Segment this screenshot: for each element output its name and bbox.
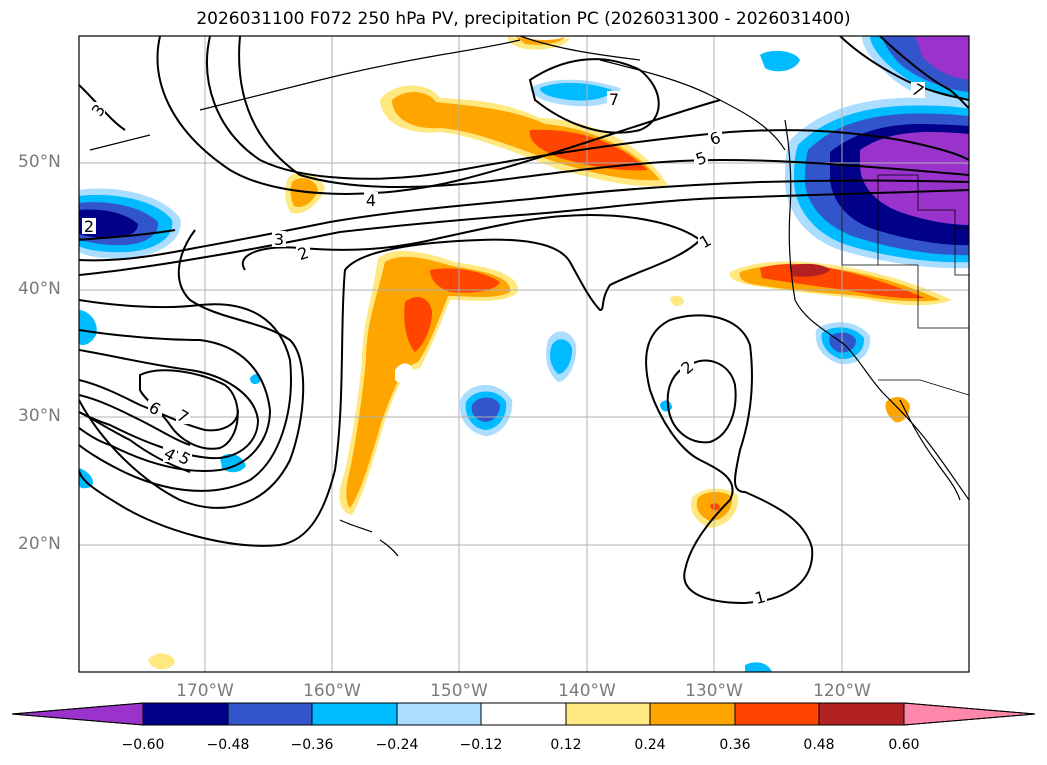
coastlines <box>89 36 969 557</box>
colorbar <box>11 702 1036 726</box>
colorbar-extend-high <box>903 702 1036 726</box>
pv-contour-labels: 3 4 3 2 1 5 6 7 7 2 1 6 7 4 5 2 <box>82 80 927 608</box>
contour-label: 3 <box>274 230 284 249</box>
colorbar-tick-label: −0.60 <box>121 737 165 753</box>
lon-label: 150°W <box>430 681 488 701</box>
contour-label: 4 <box>366 191 376 210</box>
colorbar-tick-label: 0.48 <box>803 737 835 753</box>
lat-label: 50°N <box>18 152 61 172</box>
colorbar-segment <box>311 702 398 726</box>
lat-label: 30°N <box>18 406 61 426</box>
colorbar-tick-label: −0.12 <box>459 737 503 753</box>
lon-label: 170°W <box>176 681 234 701</box>
colorbar-tick-label: 0.36 <box>719 737 751 753</box>
colorbar-segment <box>142 702 229 726</box>
contour-label: 2 <box>84 217 94 236</box>
colorbar-segment <box>734 702 820 726</box>
colorbar-extend-low <box>11 702 144 726</box>
precip-area-baja <box>885 396 910 423</box>
colorbar-segment <box>818 702 905 726</box>
colorbar-segment <box>565 702 651 726</box>
lon-label: 130°W <box>685 681 743 701</box>
map-frame <box>78 35 970 673</box>
contour-label: 7 <box>609 90 619 109</box>
colorbar-segment <box>649 702 736 726</box>
colorbar-tick-label: 0.60 <box>888 737 920 753</box>
colorbar-segment <box>227 702 313 726</box>
precip-negative-areas <box>79 36 969 672</box>
lon-label: 120°W <box>813 681 871 701</box>
colorbar-tick-label: 0.12 <box>550 737 582 753</box>
colorbar-tick-label: 0.24 <box>634 737 666 753</box>
lon-label: 140°W <box>558 681 616 701</box>
contour-label: 1 <box>753 587 768 608</box>
lat-label: 40°N <box>18 279 61 299</box>
colorbar-tick-label: −0.48 <box>206 737 250 753</box>
colorbar-segment <box>396 702 482 726</box>
boundaries <box>841 163 969 396</box>
lat-label: 20°N <box>18 534 61 554</box>
chart-title: 2026031100 F072 250 hPa PV, precipitatio… <box>196 9 851 29</box>
colorbar-tick-label: −0.24 <box>375 737 419 753</box>
lon-label: 160°W <box>303 681 361 701</box>
colorbar-tick-label: −0.36 <box>290 737 334 753</box>
colorbar-segment <box>480 702 567 726</box>
